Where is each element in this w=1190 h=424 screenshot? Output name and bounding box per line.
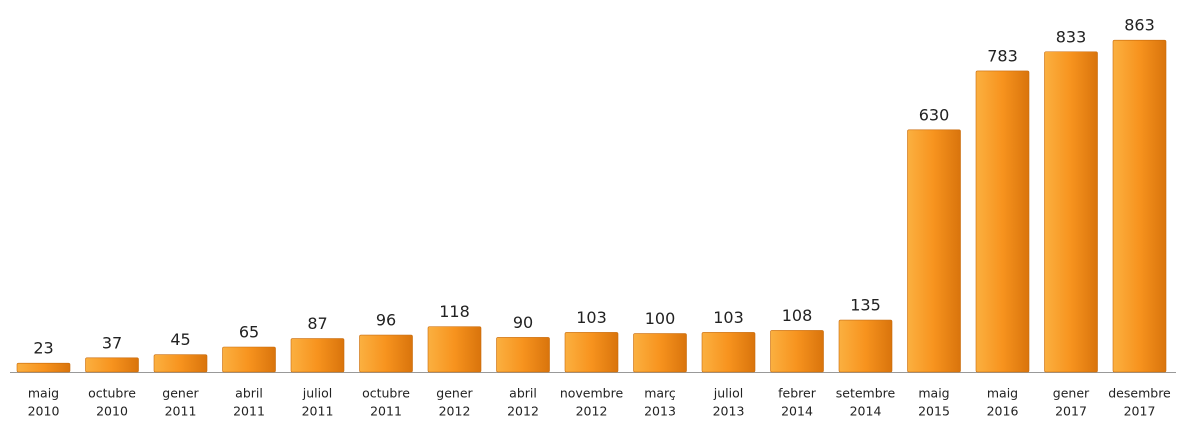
x-tick-label: 2011 (370, 404, 402, 419)
x-tick-label: 2011 (302, 404, 334, 419)
bar (359, 334, 413, 373)
value-label: 783 (987, 46, 1018, 65)
value-label: 863 (1124, 16, 1155, 35)
x-tick-label: abril (235, 386, 263, 401)
bar (16, 362, 71, 373)
x-tick-label: octubre (362, 386, 410, 401)
x-tick-label: 2014 (781, 404, 813, 419)
x-tick-label: gener (436, 386, 473, 401)
bar (975, 70, 1030, 373)
bar (701, 332, 756, 373)
x-tick-label: 2012 (576, 404, 608, 419)
x-tick-label: gener (162, 386, 199, 401)
bar (770, 330, 824, 373)
value-label: 90 (513, 313, 533, 332)
value-label: 103 (713, 308, 744, 327)
value-label: 118 (439, 302, 470, 321)
x-tick-label: juliol (713, 386, 743, 401)
value-label: 135 (850, 296, 881, 315)
value-label: 630 (919, 105, 950, 124)
x-tick-label: novembre (560, 386, 624, 401)
bar (838, 319, 893, 373)
bar (907, 129, 961, 373)
x-tick-label: gener (1053, 386, 1090, 401)
bar (427, 326, 482, 373)
x-tick-label: 2017 (1055, 404, 1087, 419)
x-tick-label: 2016 (987, 404, 1019, 419)
x-tick-label: juliol (302, 386, 332, 401)
bar (153, 354, 208, 373)
x-tick-label: setembre (836, 386, 896, 401)
bar (496, 337, 550, 373)
value-label: 45 (170, 330, 190, 349)
x-tick-label: 2013 (713, 404, 745, 419)
x-tick-label: 2010 (96, 404, 128, 419)
x-tick-label: març (644, 386, 676, 401)
bar (1112, 39, 1167, 373)
bar (564, 332, 619, 373)
bar (85, 357, 139, 373)
value-label: 103 (576, 308, 607, 327)
x-tick-label: febrer (778, 386, 817, 401)
value-label: 87 (307, 314, 327, 333)
x-tick-label: 2012 (439, 404, 471, 419)
x-tick-label: 2017 (1124, 404, 1156, 419)
value-label: 100 (645, 309, 676, 328)
x-tick-label: maig (28, 386, 59, 401)
x-tick-label: 2012 (507, 404, 539, 419)
bar (222, 346, 276, 373)
x-tick-label: 2010 (28, 404, 60, 419)
value-label: 96 (376, 311, 396, 330)
bar (633, 333, 687, 373)
x-tick-label: maig (987, 386, 1018, 401)
value-label: 37 (102, 333, 122, 352)
value-label: 65 (239, 323, 259, 342)
x-tick-label: maig (918, 386, 949, 401)
x-tick-label: octubre (88, 386, 136, 401)
x-tick-label: 2015 (918, 404, 950, 419)
x-tick-label: 2014 (850, 404, 882, 419)
value-label: 833 (1056, 27, 1087, 46)
value-label: 108 (782, 306, 813, 325)
x-tick-label: 2011 (233, 404, 265, 419)
x-tick-label: desembre (1108, 386, 1171, 401)
bar (290, 338, 345, 373)
bar (1044, 51, 1098, 373)
x-tick-label: abril (509, 386, 537, 401)
value-label: 23 (33, 339, 53, 358)
x-tick-label: 2011 (165, 404, 197, 419)
x-tick-label: 2013 (644, 404, 676, 419)
